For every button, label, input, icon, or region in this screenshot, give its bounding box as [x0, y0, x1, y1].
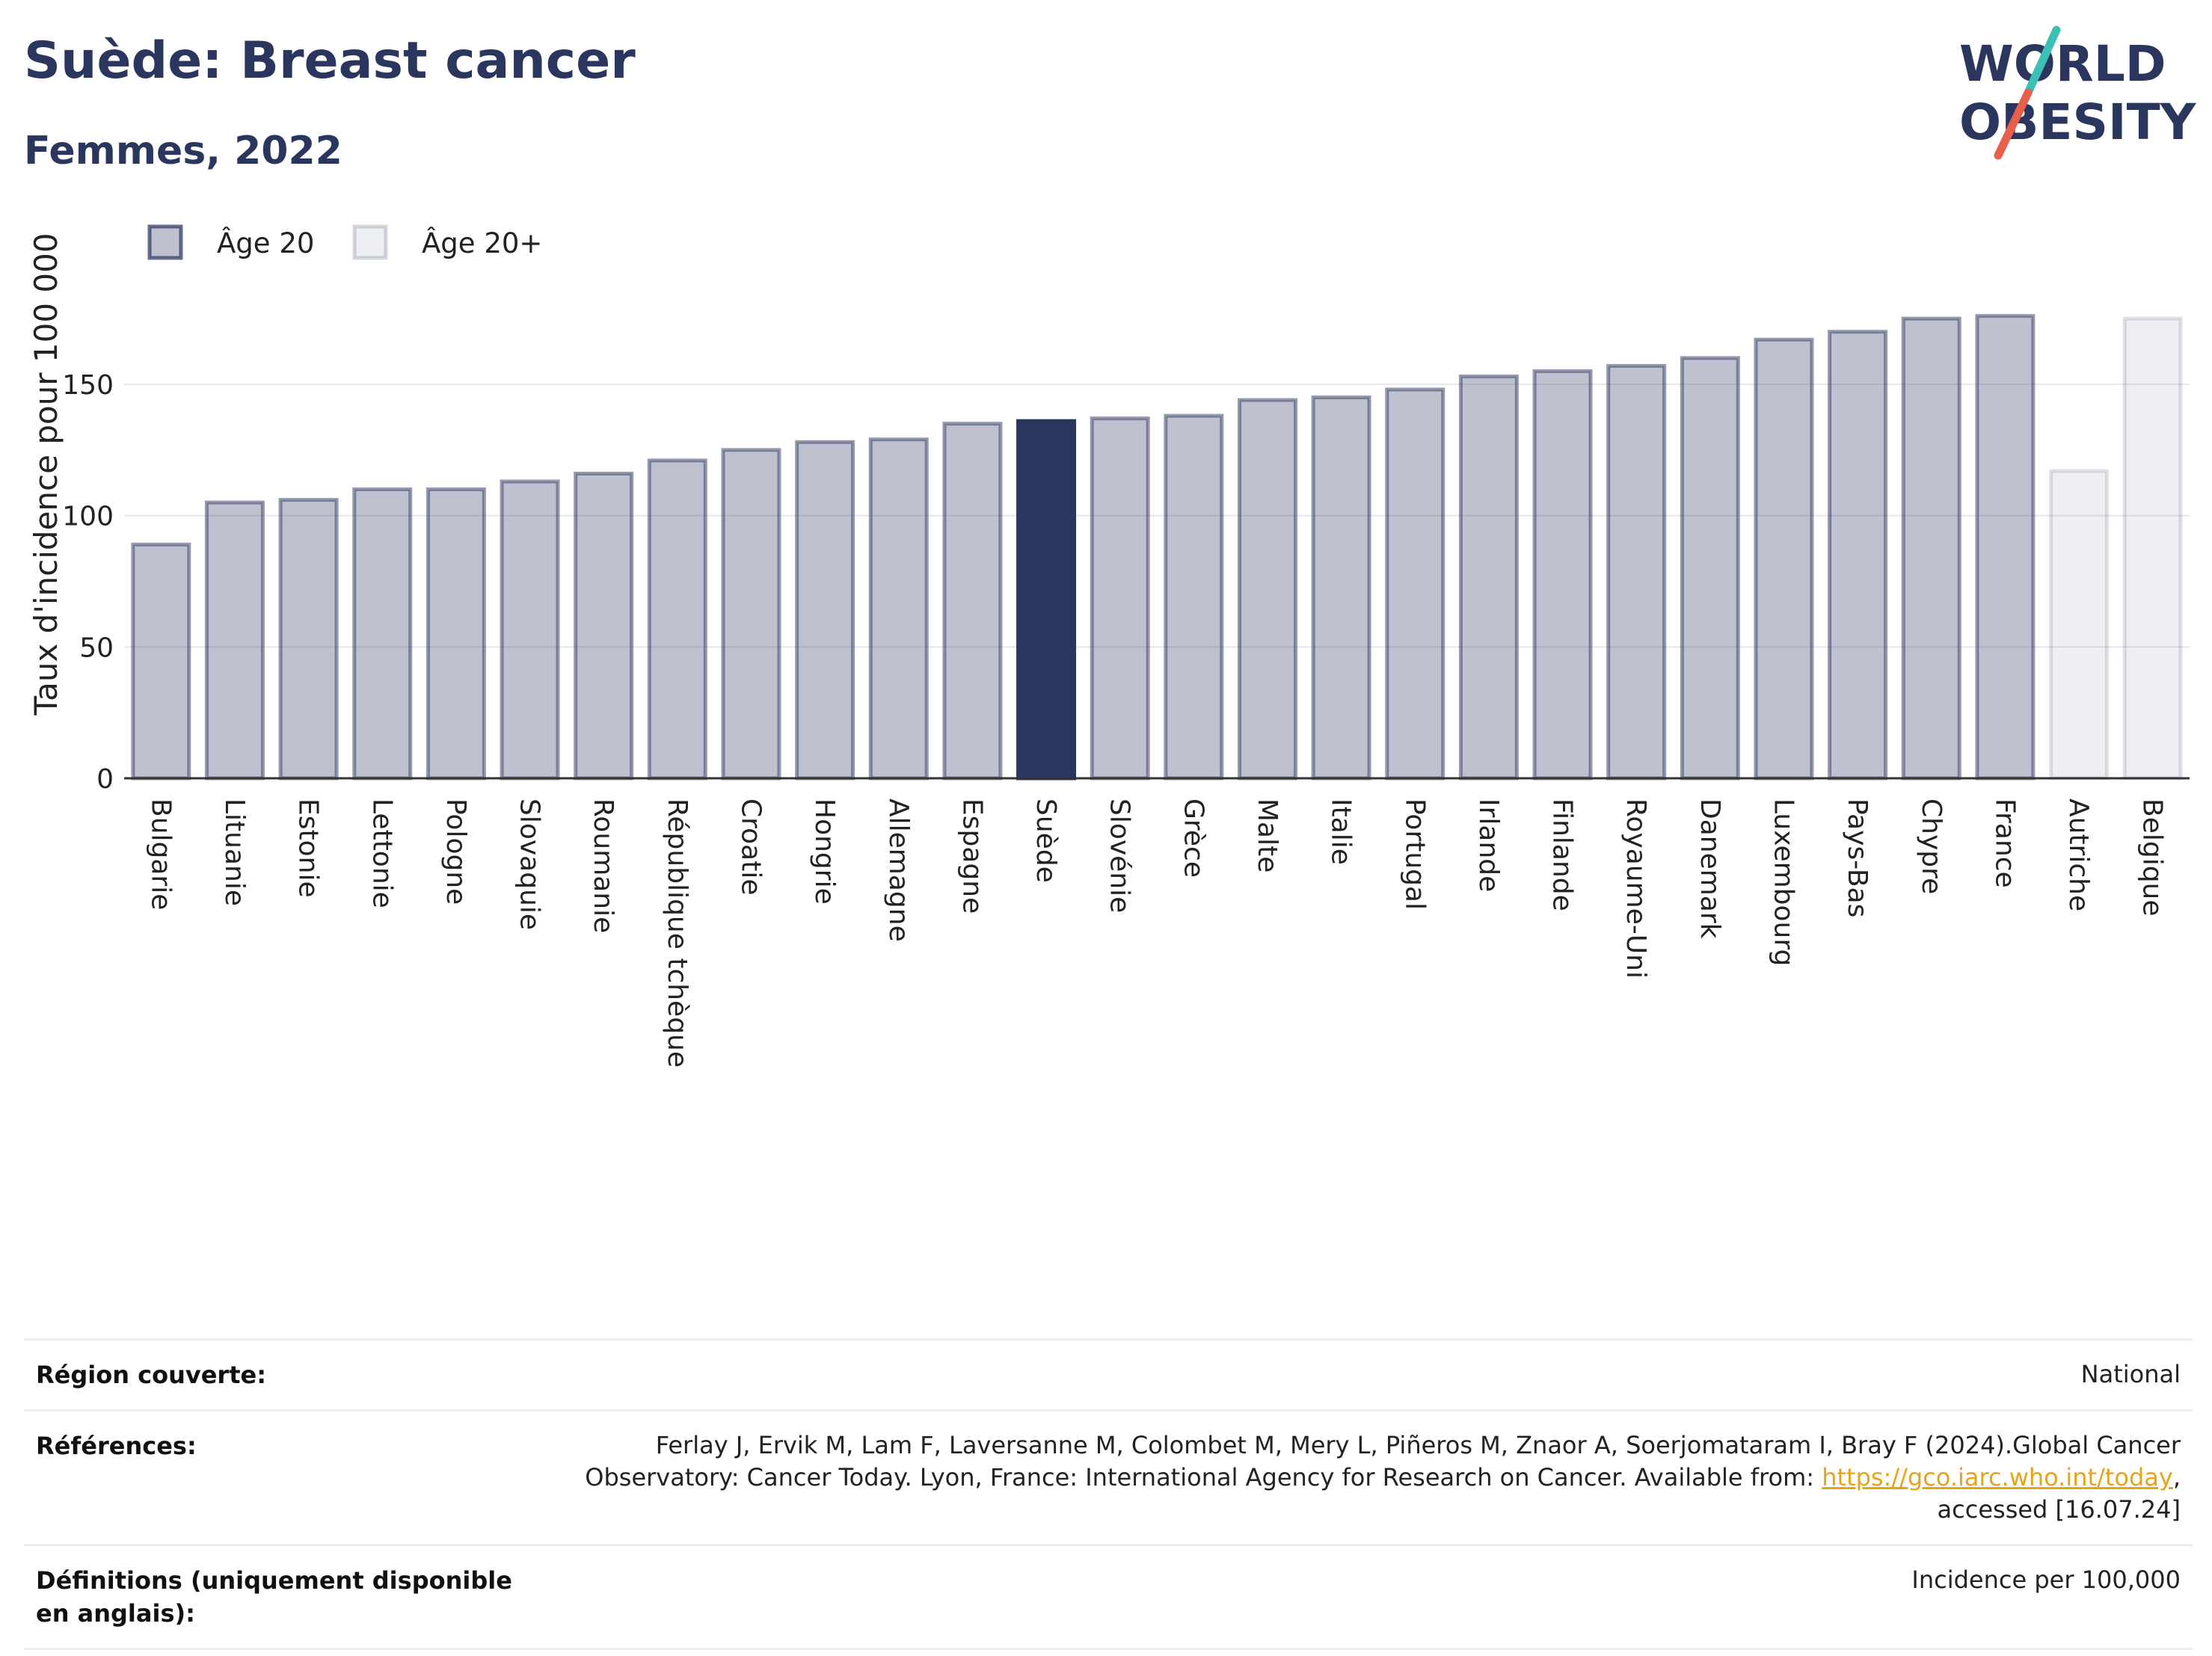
- bar-24[interactable]: [1901, 316, 1961, 781]
- references-text: Ferlay J, Ervik M, Lam F, Laversanne M, …: [585, 1431, 2181, 1492]
- x-tick-label-3: Lettonie: [366, 798, 397, 908]
- x-tick-label-21: Danemark: [1695, 798, 1725, 939]
- region-value: National: [2080, 1360, 2181, 1388]
- x-tick-label-12: Suède: [1030, 798, 1061, 883]
- x-tick-label-8: Croatie: [735, 798, 766, 896]
- page-title: Suède: Breast cancer: [24, 31, 636, 90]
- bar-6[interactable]: [574, 471, 634, 781]
- x-tick-label-5: Slovaquie: [514, 798, 545, 930]
- bar-11[interactable]: [942, 422, 1003, 781]
- region-label: Région couverte:: [36, 1361, 266, 1389]
- x-tick-label-14: Grèce: [1178, 798, 1208, 878]
- definitions-label: Définitions (uniquement disponible en an…: [36, 1566, 512, 1628]
- legend-label-0[interactable]: Âge 20: [217, 227, 314, 259]
- bar-10[interactable]: [868, 437, 929, 781]
- definitions-value: Incidence per 100,000: [1911, 1566, 2181, 1594]
- bar-16[interactable]: [1311, 395, 1371, 781]
- x-tick-label-24: Chypre: [1916, 798, 1947, 894]
- x-axis: Bulgarie Lituanie Estonie Lettonie Pologne Sl…: [124, 777, 2190, 1068]
- bar-17[interactable]: [1385, 387, 1446, 781]
- bar-27[interactable]: [2122, 316, 2183, 781]
- references-link[interactable]: https://gco.iarc.who.int/today: [1822, 1463, 2173, 1492]
- x-tick-label-25: France: [1989, 798, 2020, 888]
- bar-21[interactable]: [1680, 356, 1740, 781]
- bar-25[interactable]: [1975, 314, 2036, 781]
- meta-row-references: Références: Ferlay J, Ervik M, Lam F, La…: [24, 1409, 2193, 1544]
- x-tick-label-4: Pologne: [440, 798, 471, 905]
- x-tick-label-26: Autriche: [2063, 798, 2094, 911]
- chart-legend: Âge 20 Âge 20+: [147, 224, 542, 260]
- x-tick-label-19: Finlande: [1547, 798, 1578, 911]
- legend-swatch-1[interactable]: [352, 224, 388, 260]
- y-axis: 0 50 100 150: [62, 370, 114, 795]
- y-tick-label-0: 0: [96, 764, 114, 795]
- bar-22[interactable]: [1754, 337, 1814, 781]
- legend-label-1[interactable]: Âge 20+: [422, 227, 542, 259]
- bar-3[interactable]: [352, 487, 413, 781]
- y-axis-label: Taux d'incidence pour 100 000: [28, 233, 64, 715]
- bar-0[interactable]: [131, 542, 191, 781]
- bar-chart: Âge 20 Âge 20+ 0 50 100 150 Bulgarie Lituanie…: [28, 224, 2190, 1068]
- svg-text:OBESITY: OBESITY: [1959, 93, 2197, 151]
- chart-gridlines: [124, 383, 2190, 648]
- x-tick-label-23: Pays-Bas: [1842, 798, 1872, 917]
- chart-bars: [131, 314, 2183, 781]
- bar-2[interactable]: [278, 498, 339, 781]
- bar-13[interactable]: [1090, 416, 1150, 781]
- bar-26[interactable]: [2049, 469, 2110, 781]
- x-tick-label-1: Lituanie: [219, 798, 250, 906]
- bar-1[interactable]: [204, 500, 265, 781]
- bar-5[interactable]: [500, 479, 560, 781]
- bar-12[interactable]: [1016, 419, 1077, 781]
- bar-23[interactable]: [1828, 330, 1888, 781]
- bar-7[interactable]: [647, 458, 707, 781]
- y-tick-label-150: 150: [62, 370, 114, 401]
- logo-slash-bottom: [1994, 88, 2033, 160]
- x-tick-label-15: Malte: [1252, 798, 1282, 872]
- meta-row-region: Région couverte: National: [24, 1338, 2193, 1409]
- bar-18[interactable]: [1458, 374, 1519, 781]
- x-tick-label-13: Slovénie: [1105, 798, 1135, 913]
- logo-slash-top: [2024, 25, 2061, 97]
- bar-14[interactable]: [1164, 413, 1224, 781]
- x-tick-label-9: Hongrie: [809, 798, 840, 905]
- meta-row-definitions: Définitions (uniquement disponible en an…: [24, 1544, 2193, 1650]
- x-tick-label-0: Bulgarie: [145, 798, 176, 910]
- y-tick-label-50: 50: [79, 632, 114, 663]
- x-tick-label-27: Belgique: [2137, 798, 2168, 917]
- x-tick-label-18: Irlande: [1473, 798, 1504, 892]
- x-tick-label-6: Roumanie: [588, 798, 618, 933]
- svg-text:WORLD: WORLD: [1959, 35, 2166, 93]
- x-tick-label-10: Allemagne: [883, 798, 914, 942]
- x-tick-label-20: Royaume-Uni: [1620, 798, 1651, 979]
- x-tick-label-22: Luxembourg: [1768, 798, 1798, 966]
- x-tick-label-7: République tchèque: [662, 798, 692, 1068]
- bar-15[interactable]: [1237, 398, 1297, 781]
- x-tick-label-11: Espagne: [956, 798, 987, 914]
- bar-19[interactable]: [1532, 369, 1593, 781]
- legend-swatch-0[interactable]: [147, 224, 183, 260]
- page-subtitle: Femmes, 2022: [24, 129, 342, 173]
- references-suffix: , accessed [16.07.24]: [1937, 1463, 2181, 1524]
- references-label: Références:: [36, 1432, 197, 1460]
- references-value: Ferlay J, Ervik M, Lam F, Laversanne M, …: [550, 1429, 2181, 1526]
- y-tick-label-100: 100: [62, 502, 114, 532]
- bar-8[interactable]: [721, 448, 781, 781]
- metadata-table: Région couverte: National Références: Fe…: [24, 1338, 2193, 1650]
- x-tick-label-2: Estonie: [293, 798, 324, 898]
- bar-4[interactable]: [425, 487, 486, 781]
- x-tick-label-16: Italie: [1326, 798, 1357, 865]
- bar-9[interactable]: [795, 440, 855, 781]
- bar-20[interactable]: [1606, 363, 1667, 781]
- x-tick-label-17: Portugal: [1399, 798, 1430, 910]
- world-obesity-logo: WORLD OBESITY: [1959, 25, 2197, 160]
